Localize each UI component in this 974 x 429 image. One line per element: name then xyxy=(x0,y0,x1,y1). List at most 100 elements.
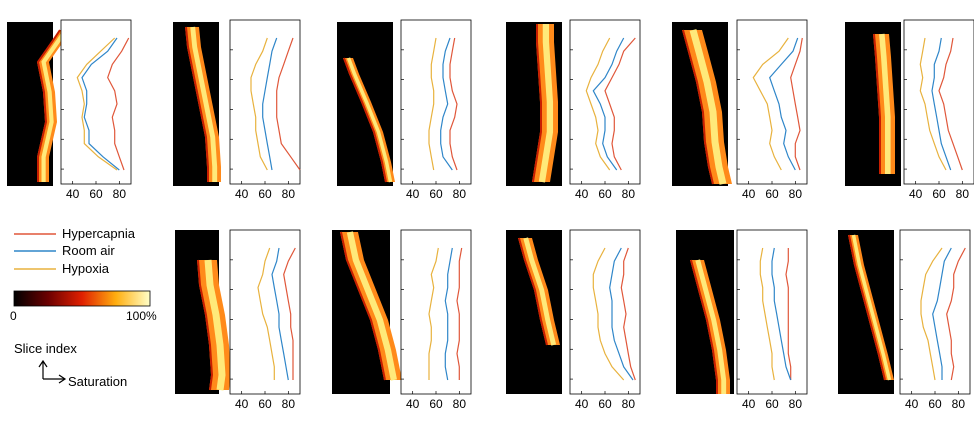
x-tick-label: 80 xyxy=(956,187,970,201)
series-line-hypercapnia xyxy=(604,37,636,171)
x-tick-label: 40 xyxy=(905,397,919,411)
x-tick-label: 60 xyxy=(598,397,612,411)
legend-label-hypoxia: Hypoxia xyxy=(62,261,110,276)
x-tick-label: 80 xyxy=(113,187,127,201)
series-line-hypercapnia xyxy=(938,37,963,171)
x-tick-label: 40 xyxy=(742,397,756,411)
series-line-hypercapnia xyxy=(946,247,966,381)
panel-4: 40 60 80 xyxy=(506,19,641,201)
panel-1: 40 60 80 xyxy=(7,19,132,201)
series-line-hypoxia xyxy=(76,37,118,171)
saturation-map-strip-edge xyxy=(848,234,886,381)
x-tick-label: 60 xyxy=(258,397,272,411)
legend-label-hypercapnia: Hypercapnia xyxy=(62,226,136,241)
x-tick-label: 40 xyxy=(575,397,589,411)
saturation-map-strip-highlight xyxy=(41,28,68,182)
x-tick-label: 40 xyxy=(742,187,756,201)
series-line-room-air xyxy=(81,37,120,171)
saturation-map-strip-highlight xyxy=(689,29,727,185)
series-line-hypercapnia xyxy=(283,247,296,380)
saturation-map-strip xyxy=(682,30,732,184)
x-tick-label: 80 xyxy=(952,397,966,411)
series-line-hypoxia xyxy=(257,247,275,380)
saturation-map-strip-edge xyxy=(518,237,548,346)
series-line-hypoxia xyxy=(585,37,611,171)
panel-6: 40 60 80 xyxy=(845,19,974,201)
panel-2: 40 60 80 xyxy=(173,19,301,201)
plot-frame xyxy=(569,229,641,395)
colorbar xyxy=(13,290,151,307)
saturation-map-strip-edge xyxy=(682,29,714,185)
saturation-map-strip-edge xyxy=(690,259,718,394)
panels: 40 60 80 40 60 80 40 60 80 40 60 80 40 60 80 40 60 80 40 60… xyxy=(7,19,974,411)
saturation-map-strip-highlight xyxy=(851,234,892,381)
x-tick-label: 60 xyxy=(258,187,272,201)
series-line-room-air xyxy=(771,247,792,381)
series-line-hypoxia xyxy=(250,37,268,171)
x-tick-label: 80 xyxy=(453,187,467,201)
plot-frame xyxy=(903,19,974,185)
x-tick-label: 60 xyxy=(89,187,103,201)
x-tick-label: 60 xyxy=(765,397,779,411)
colorbar-max-label: 100% xyxy=(126,309,157,323)
x-tick-label: 80 xyxy=(789,187,803,201)
x-tick-label: 80 xyxy=(282,187,296,201)
x-tick-label: 80 xyxy=(622,397,636,411)
series-line-hypercapnia xyxy=(790,37,803,171)
series-line-room-air xyxy=(609,247,634,381)
series-line-hypoxia xyxy=(592,247,625,381)
series-line-room-air xyxy=(931,37,952,171)
panel-9: 40 60 80 xyxy=(506,229,641,411)
saturation-map-strip-highlight xyxy=(879,33,891,174)
axes-hint-x-label: Saturation xyxy=(68,374,127,389)
panel-5: 40 60 80 xyxy=(672,19,808,201)
x-tick-label: 40 xyxy=(406,187,420,201)
series-line-hypoxia xyxy=(919,37,947,171)
series-line-room-air xyxy=(271,247,289,381)
x-tick-label: 40 xyxy=(909,187,923,201)
series-line-room-air xyxy=(932,247,952,380)
series-line-hypoxia xyxy=(759,247,775,381)
series-line-room-air xyxy=(262,37,278,171)
saturation-map-strip-edge xyxy=(185,26,209,182)
series-line-room-air xyxy=(440,37,453,171)
x-tick-label: 80 xyxy=(453,397,467,411)
saturation-map-strip-edge xyxy=(340,231,386,381)
panel-11: 40 60 80 xyxy=(838,229,971,411)
series-line-room-air xyxy=(444,247,453,381)
panel-10: 40 60 80 xyxy=(676,229,808,411)
x-tick-label: 60 xyxy=(429,397,443,411)
x-tick-label: 80 xyxy=(622,187,636,201)
saturation-map-strip-edge xyxy=(197,259,214,391)
x-tick-label: 40 xyxy=(406,397,420,411)
series-line-hypoxia xyxy=(428,37,437,171)
x-tick-label: 60 xyxy=(928,397,942,411)
saturation-map-strip-edge xyxy=(873,33,881,174)
x-tick-label: 60 xyxy=(932,187,946,201)
panel-8: 40 60 80 xyxy=(332,229,472,411)
x-tick-label: 40 xyxy=(235,187,249,201)
panel-7: 40 60 80 xyxy=(175,229,301,411)
series-line-hypercapnia xyxy=(107,37,130,171)
saturation-map-strip-highlight xyxy=(538,24,554,183)
series-line-room-air xyxy=(769,37,799,171)
series-line-hypoxia xyxy=(752,37,789,171)
axes-hint-y-label: Slice index xyxy=(14,341,77,356)
saturation-map-strip-edge xyxy=(343,57,387,183)
saturation-map-strip-highlight xyxy=(523,237,557,346)
saturation-map-strip-highlight xyxy=(190,26,218,182)
legend-entry-hypoxia: Hypoxia xyxy=(14,261,110,276)
series-line-hypoxia xyxy=(428,247,439,380)
saturation-map-strip-highlight xyxy=(695,259,727,394)
legend-entry-hypercapnia: Hypercapnia xyxy=(14,226,136,241)
x-tick-label: 40 xyxy=(66,187,80,201)
series-line-room-air xyxy=(592,37,625,171)
saturation-map-strip-highlight xyxy=(346,231,397,381)
plot-frame xyxy=(899,229,971,395)
x-tick-label: 40 xyxy=(235,397,249,411)
series-line-hypercapnia xyxy=(785,248,792,380)
series-line-hypercapnia xyxy=(620,247,636,381)
legend-entry-room-air: Room air xyxy=(14,243,115,258)
legend: Hypercapnia Room air Hypoxia 0 100% Slic… xyxy=(10,226,157,389)
